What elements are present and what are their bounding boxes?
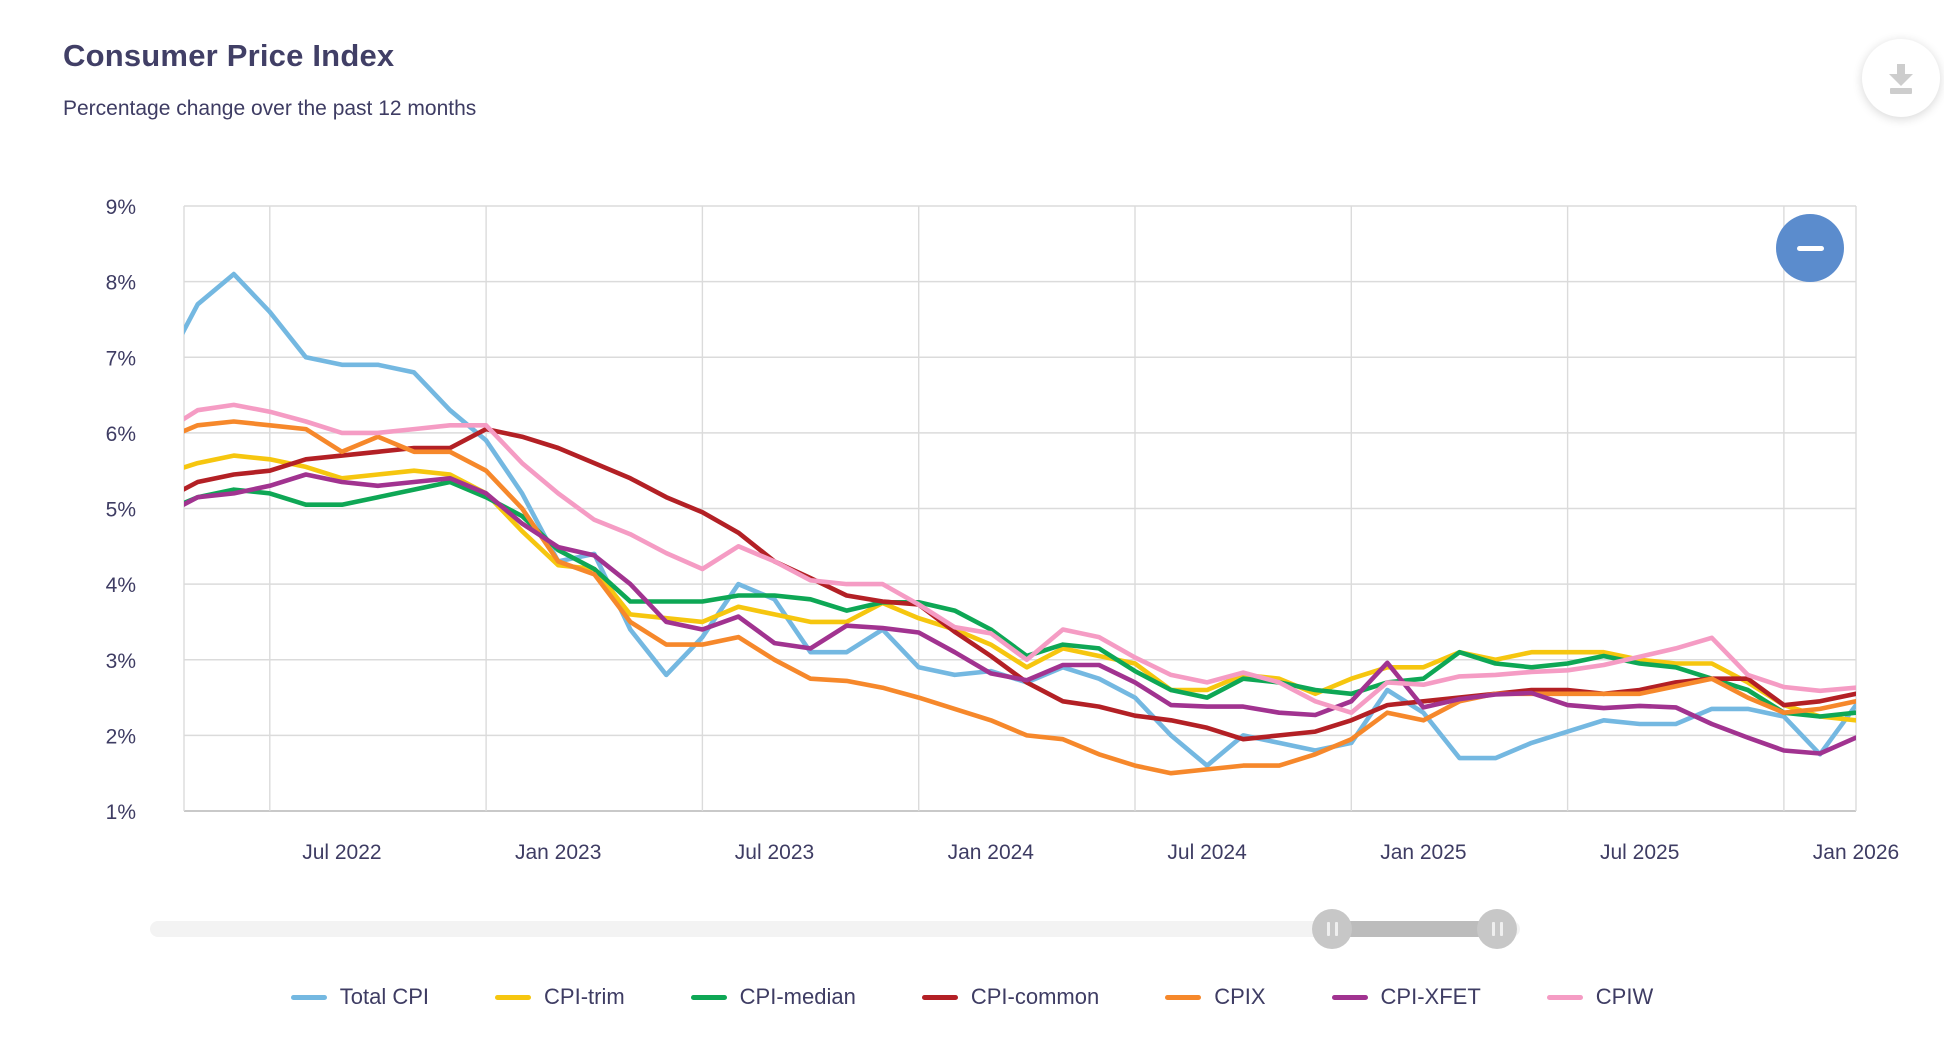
legend-label: CPI-common — [970, 984, 1100, 1009]
cpi-trim-line-icon — [495, 994, 532, 1000]
x-axis-tick-label: Jul 2024 — [1167, 841, 1247, 864]
cpix-line-icon — [1165, 994, 1202, 1000]
y-axis-tick-label: 2% — [106, 725, 136, 748]
slider-handle-left[interactable] — [1312, 909, 1352, 949]
download-arrow-icon — [1883, 60, 1919, 96]
y-axis-tick-label: 5% — [106, 499, 136, 522]
legend-label: Total CPI — [339, 984, 430, 1009]
y-axis-tick-label: 6% — [106, 423, 136, 446]
y-axis-tick-label: 1% — [106, 801, 136, 824]
handle-grip-icon — [1334, 922, 1338, 936]
chart-legend: Total CPI CPI-trim CPI-median CPI-common… — [0, 984, 1944, 1010]
series-line-cpi-median — [184, 479, 1856, 719]
x-axis-tick-label: Jul 2025 — [1600, 841, 1679, 864]
total-cpi-line-icon — [290, 994, 327, 1000]
legend-item-cpi-median[interactable]: CPI-median — [690, 984, 856, 1010]
series-line-cpiw — [184, 402, 1856, 716]
legend-item-cpi-common[interactable]: CPI-common — [921, 984, 1100, 1010]
cpi-xfet-line-icon — [1331, 994, 1368, 1000]
handle-grip-icon — [1499, 922, 1503, 936]
download-button[interactable] — [1862, 39, 1940, 117]
cpiw-line-icon — [1546, 994, 1583, 1000]
legend-item-cpiw[interactable]: CPIW — [1546, 984, 1654, 1010]
series-line-cpi-common — [184, 426, 1856, 742]
cpi-common-line-icon — [921, 994, 958, 1000]
zoom-out-button[interactable] — [1776, 214, 1844, 282]
y-axis-tick-label: 7% — [106, 347, 136, 370]
series-line-cpix — [184, 419, 1856, 776]
x-axis-tick-label: Jul 2022 — [302, 841, 381, 864]
y-axis-tick-label: 4% — [106, 574, 136, 597]
handle-grip-icon — [1491, 922, 1495, 936]
x-axis-tick-label: Jan 2026 — [1813, 841, 1899, 864]
chart-subtitle: Percentage change over the past 12 month… — [63, 97, 477, 120]
x-axis-tick-label: Jan 2025 — [1380, 841, 1466, 864]
y-axis-tick-label: 9% — [106, 196, 136, 219]
legend-item-cpix[interactable]: CPIX — [1165, 984, 1266, 1010]
legend-item-cpi-xfet[interactable]: CPI-XFET — [1331, 984, 1481, 1010]
legend-label: CPI-median — [739, 984, 856, 1009]
legend-label: CPI-XFET — [1380, 984, 1481, 1009]
y-axis-tick-label: 3% — [106, 650, 136, 673]
slider-track[interactable] — [150, 921, 1520, 937]
slider-selected-range[interactable] — [1332, 921, 1498, 937]
legend-label: CPI-trim — [544, 984, 625, 1009]
page-title: Consumer Price Index — [63, 38, 395, 73]
y-axis-tick-label: 8% — [106, 272, 136, 295]
x-axis-tick-label: Jan 2024 — [948, 841, 1035, 864]
legend-label: CPIW — [1595, 984, 1654, 1009]
handle-grip-icon — [1326, 922, 1330, 936]
slider-handle-right[interactable] — [1477, 909, 1517, 949]
series-line-cpi-trim — [184, 453, 1856, 723]
minus-icon — [1796, 245, 1824, 251]
legend-item-total-cpi[interactable]: Total CPI — [290, 984, 430, 1010]
series-line-cpi-xfet — [184, 472, 1856, 756]
time-range-slider — [150, 909, 1520, 949]
x-axis-tick-label: Jan 2023 — [515, 841, 601, 864]
x-axis-tick-label: Jul 2023 — [735, 841, 814, 864]
legend-label: CPIX — [1214, 984, 1266, 1009]
cpi-median-line-icon — [690, 994, 727, 1000]
legend-item-cpi-trim[interactable]: CPI-trim — [495, 984, 625, 1010]
